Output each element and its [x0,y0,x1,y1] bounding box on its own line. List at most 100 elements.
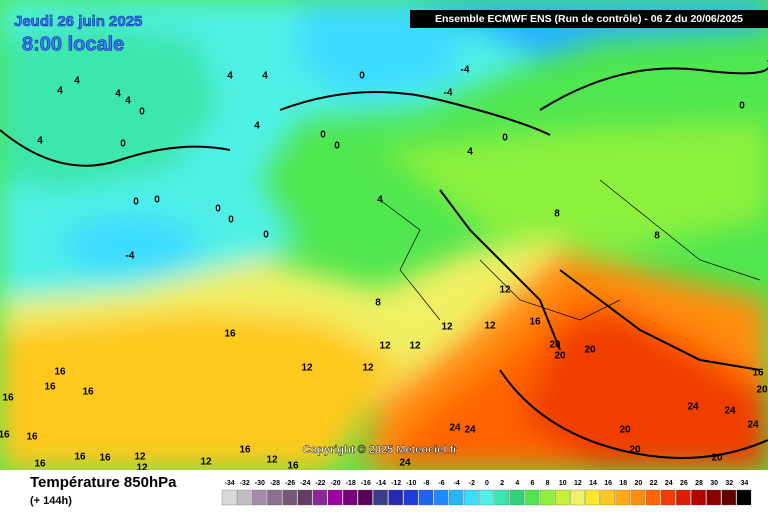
contour-label: -4 [126,251,135,262]
colorbar: -34 -32 -30 -28 -26 -24 -22 -20 -18 -16 -14 -12 -10-… [221,480,752,506]
contour-label: 24 [724,406,736,417]
contour-label: 20 [554,351,566,362]
colorbar-tick-label: -12 [391,480,401,487]
contour-label: 24 [747,420,759,431]
contour-label: 12 [134,452,146,463]
colorbar-tick-label: -26 [285,480,295,487]
contour-label: 16 [44,382,56,393]
contour-label: 0 [320,130,326,141]
colorbar-tick-label: 30 [710,480,718,487]
colorbar-tick-label: 4 [515,480,519,487]
colorbar-swatch [539,489,555,506]
colorbar-swatch [585,489,600,506]
contour-label: 0 [139,107,145,118]
contour-label: 4 [115,89,121,100]
colorbar-tick-label: 2 [500,480,504,487]
colorbar-swatch [615,489,631,506]
contour-label: 20 [584,345,596,356]
contour-label: 12 [301,363,313,374]
contour-label: 8 [654,231,660,242]
colorbar-swatch [418,489,434,506]
colorbar-swatch [342,489,358,506]
colorbar-swatch [282,489,297,506]
colorbar-swatch [645,489,661,506]
colorbar-tick-label: 14 [589,480,597,487]
time-label: 8:00 locale [22,33,124,55]
contour-label: 20 [549,340,561,351]
borders [379,179,761,321]
colorbar-tick-label: 32 [725,480,733,487]
contour-label: 4 [262,71,268,82]
colorbar-tick-label: 8 [546,480,550,487]
contour-label: 0 [359,71,365,82]
colorbar-swatch [570,489,585,506]
colorbar-swatch [479,489,494,506]
contour-label: 4 [254,121,260,132]
colorbar-swatch [373,489,388,506]
copyright: Copyright © 2025 Meteociel.fr [303,444,459,456]
colorbar-swatch [676,489,691,506]
contour-label: 16 [224,329,236,340]
colorbar-swatch [600,489,615,506]
contour-label: 20 [756,385,768,396]
contour-label: 4 [467,147,473,158]
colorbar-tick-label: -34 [225,480,235,487]
colorbar-tick-label: -4 [454,480,460,487]
lead-time: (+ 144h) [30,495,72,507]
colorbar-tick-label: -16 [361,480,371,487]
contour-label: -4 [444,88,453,99]
contour-label: 4 [377,195,383,206]
colorbar-swatch [691,489,706,506]
contour-label: 12 [499,285,511,296]
contour-label: 4 [57,86,63,97]
colorbar-tick-label: -24 [300,480,310,487]
contour-label: 4 [227,71,233,82]
colorbar-tick-label: 20 [635,480,643,487]
contour-label: 4 [74,76,80,87]
contour-label: 0 [228,215,234,226]
colorbar-swatch [267,489,282,506]
contour-label: 20 [619,425,631,436]
contour-label: 24 [687,402,699,413]
contour-label: 16 [82,387,94,398]
colorbar-swatch [297,489,313,506]
variable-label: Température 850hPa [30,474,177,491]
colorbar-tick-label: 22 [650,480,658,487]
contour-label: 0 [133,197,139,208]
colorbar-swatch [433,489,449,506]
colorbar-tick-label: 18 [619,480,627,487]
colorbar-tick-label: 16 [604,480,612,487]
colorbar-swatch [554,489,570,506]
contour-label: 12 [484,321,496,332]
colorbar-swatch [630,489,646,506]
contour-label: 24 [399,458,411,469]
contour-label: 12 [136,463,148,474]
coastlines [0,60,768,459]
colorbar-tick-label: 12 [574,480,582,487]
contour-label: 12 [362,363,374,374]
contour-label: 4 [125,96,131,107]
contour-label: 16 [287,461,299,472]
date-label: Jeudi 26 juin 2025 [14,13,142,30]
contour-label: -4 [461,65,470,76]
colorbar-swatch [403,489,419,506]
colorbar-swatch [221,489,237,506]
colorbar-tick-label: 6 [530,480,534,487]
contour-label: 12 [379,341,391,352]
contour-label: 12 [200,457,212,468]
contour-label: 16 [54,367,66,378]
contour-label: 20 [711,453,723,464]
colorbar-tick-label: 34 [741,480,749,487]
contour-label: 8 [375,298,381,309]
colorbar-tick-label: -32 [240,480,250,487]
colorbar-swatch [448,489,464,506]
colorbar-swatch [388,489,403,506]
colorbar-tick-label: -28 [270,480,280,487]
colorbar-tick-label: -8 [423,480,429,487]
colorbar-tick-label: -6 [438,480,444,487]
contour-label: 0 [215,204,221,215]
colorbar-swatch [509,489,525,506]
colorbar-swatch [358,489,373,506]
contour-label: 0 [120,139,126,150]
